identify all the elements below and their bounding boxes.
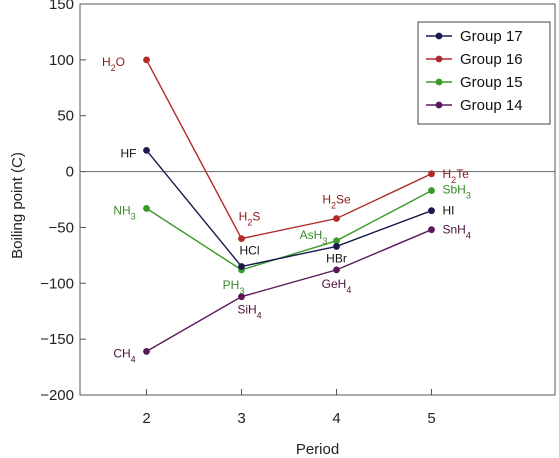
data-point	[238, 263, 245, 270]
y-tick-label: −50	[49, 219, 74, 236]
point-label: CH4	[113, 346, 135, 364]
series-group	[143, 56, 435, 355]
data-point	[333, 237, 340, 245]
data-point	[143, 205, 150, 212]
point-labels: HF HCl HBr HI H2O H2S H2Se H2Te NH3 PH3 AsH3 SbH3 CH…	[102, 55, 471, 365]
x-axis-ticks: 2 3 4 5	[142, 389, 436, 427]
y-tick-label: −200	[40, 387, 74, 404]
plot-border	[79, 3, 556, 396]
point-label: HBr	[326, 251, 347, 265]
legend-swatch-marker	[435, 32, 443, 40]
data-point	[238, 293, 245, 301]
plot-frame	[79, 3, 556, 396]
point-label: SiH4	[237, 303, 261, 321]
series-line	[145, 59, 432, 240]
legend-label: Group 16	[460, 51, 523, 68]
data-point	[428, 170, 435, 178]
point-label: GeH4	[322, 277, 352, 295]
y-axis-title: Boiling point (C)	[9, 152, 26, 259]
point-label: H2Se	[322, 192, 351, 210]
data-point	[428, 207, 435, 215]
data-point	[238, 235, 245, 243]
legend-swatch-marker	[435, 78, 443, 86]
x-tick-label: 5	[427, 410, 435, 427]
point-label: HI	[443, 204, 455, 218]
y-tick-label: 100	[49, 52, 74, 69]
point-label: PH3	[223, 278, 245, 296]
y-tick-label: −150	[40, 331, 74, 348]
legend-label: Group 14	[460, 97, 523, 114]
legend-label: Group 15	[460, 74, 523, 91]
point-label: HCl	[240, 244, 260, 258]
data-point	[428, 226, 435, 234]
x-tick-label: 3	[237, 410, 245, 427]
point-label: NH3	[113, 203, 135, 221]
data-point	[333, 215, 340, 222]
point-label: SnH4	[443, 223, 471, 241]
point-label: H2S	[239, 210, 261, 228]
x-axis-title: Period	[296, 441, 339, 458]
legend-label: Group 17	[460, 28, 523, 45]
y-tick-label: −100	[40, 275, 74, 292]
series-line	[146, 189, 432, 271]
legend-swatch-marker	[435, 101, 443, 109]
point-label: AsH3	[300, 228, 328, 246]
point-label: HF	[121, 146, 137, 160]
x-tick-label: 4	[332, 410, 340, 427]
series-line	[146, 229, 432, 353]
data-point	[143, 56, 150, 64]
y-tick-label: 150	[49, 0, 74, 13]
y-axis-ticks: −200 −150 −100 −50 0 50 100 150	[40, 0, 86, 404]
data-point	[428, 187, 435, 194]
point-label: SbH3	[443, 183, 471, 201]
y-tick-label: 0	[66, 164, 74, 181]
x-tick-label: 2	[142, 410, 150, 427]
point-label: H2O	[102, 55, 125, 73]
data-point	[333, 243, 340, 250]
data-point	[143, 348, 150, 355]
data-point	[333, 266, 340, 274]
series-line	[145, 149, 432, 268]
data-point	[143, 146, 150, 154]
point-label: H2Te	[443, 167, 470, 185]
legend-swatch-marker	[435, 55, 443, 63]
legend: Group 17 Group 16 Group 15 Group 14	[417, 21, 551, 125]
y-tick-label: 50	[57, 108, 74, 125]
